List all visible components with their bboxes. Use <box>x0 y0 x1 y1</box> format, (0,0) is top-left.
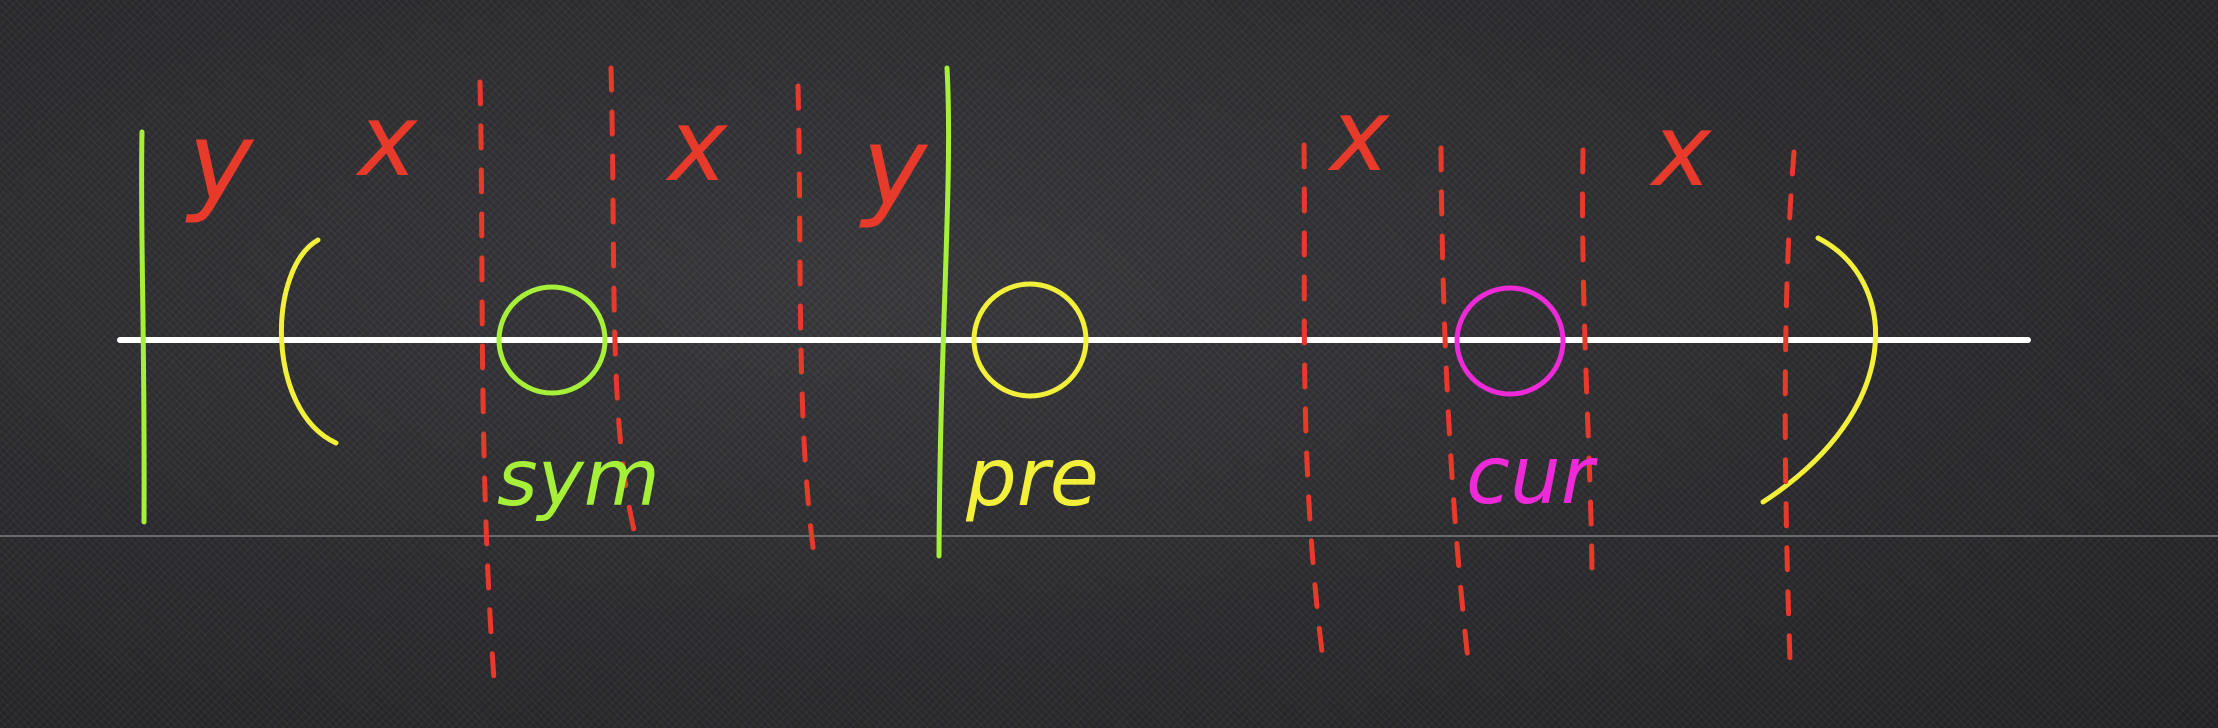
red-dashed-line-1 <box>477 79 497 683</box>
middle-green-boundary <box>936 65 952 559</box>
label-y-left: y <box>185 98 255 226</box>
left-green-boundary <box>139 129 147 525</box>
red-dashed-line-4 <box>1301 142 1326 663</box>
label-cur: cur <box>1466 429 1599 522</box>
pre-circle <box>971 281 1089 399</box>
sym-circle <box>496 284 608 396</box>
label-x-3: x <box>1327 77 1391 194</box>
red-dashed-line-7 <box>1782 149 1797 663</box>
right-yellow-bracket <box>1760 235 1879 505</box>
label-y-right: y <box>859 103 929 231</box>
cur-circle <box>1454 285 1566 397</box>
red-dashed-line-3 <box>795 83 817 558</box>
red-dashed-line-2 <box>608 65 637 533</box>
red-dashed-line-6 <box>1580 147 1595 583</box>
red-dashed-line-5 <box>1438 145 1471 663</box>
label-pre: pre <box>965 431 1099 524</box>
label-sym: sym <box>497 434 660 524</box>
label-x-2: x <box>665 87 729 204</box>
label-x-4: x <box>1649 92 1713 209</box>
left-yellow-bracket <box>278 237 339 446</box>
label-x-1: x <box>355 82 419 199</box>
